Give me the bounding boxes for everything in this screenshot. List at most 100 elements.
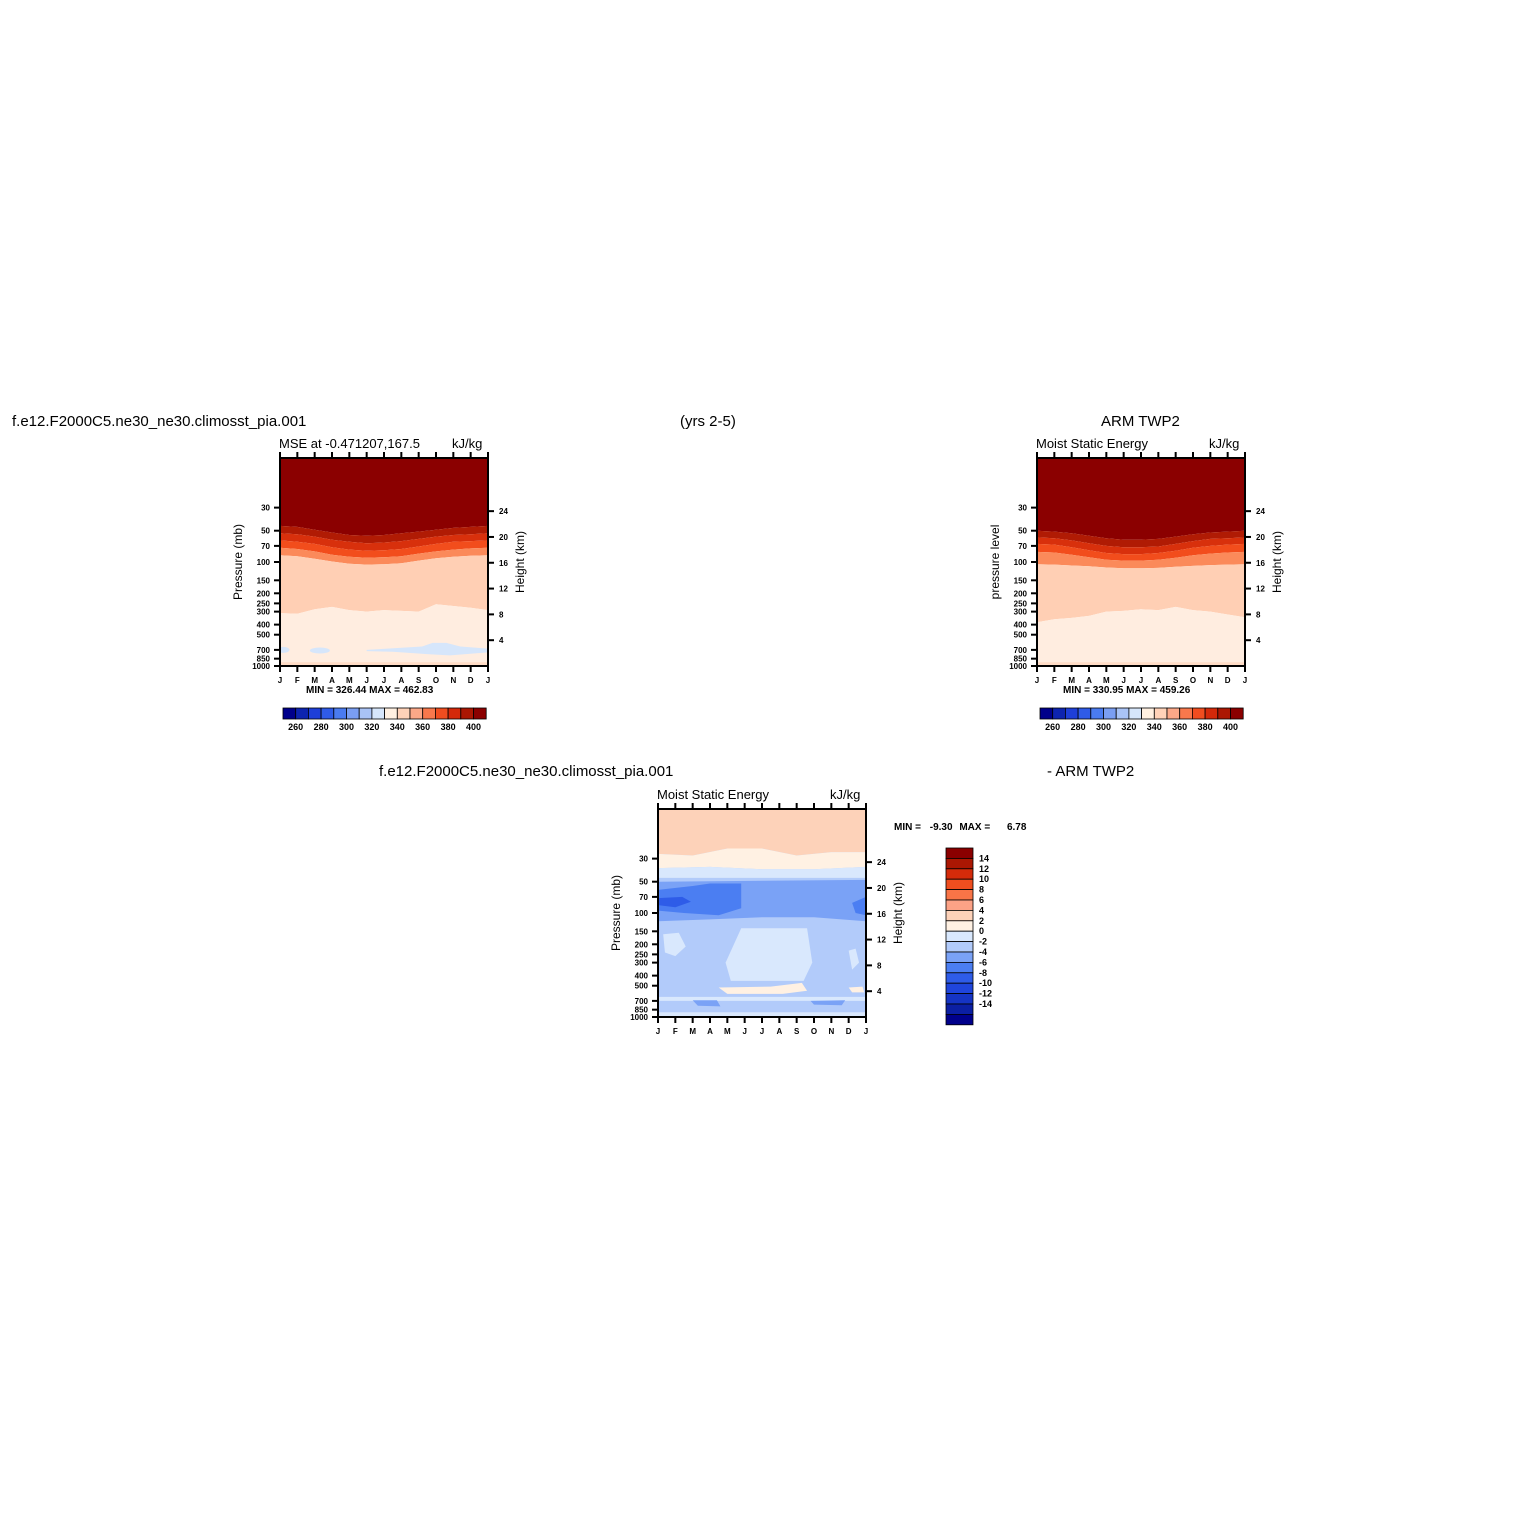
model-month-label: A: [398, 676, 404, 685]
model-band-low: [280, 646, 290, 653]
model-y-axis-label: Pressure (mb): [231, 524, 245, 600]
diff-colorbar-label: 10: [979, 874, 989, 884]
obs-colorbar-label: 360: [1172, 722, 1187, 732]
diff-colorbar-label: -12: [979, 989, 992, 999]
diff-month-label: J: [864, 1027, 868, 1036]
diff-pressure-tick-label: 850: [635, 1006, 649, 1015]
diff-band: [725, 928, 813, 981]
diff-pressure-tick-label: 500: [635, 982, 649, 991]
model-month-label: J: [364, 676, 368, 685]
obs-month-label: J: [1121, 676, 1125, 685]
model-month-label: M: [346, 676, 353, 685]
diff-band: [848, 986, 865, 993]
diff-band: [692, 1000, 721, 1007]
model-band-low: [366, 642, 488, 656]
model-colorbar-swatch: [333, 707, 347, 720]
obs-band: [1037, 606, 1245, 666]
obs-pressure-tick-label: 1000: [1009, 662, 1027, 671]
model-colorbar-label: 260: [288, 722, 303, 732]
diff-height-tick-label: 12: [877, 936, 886, 945]
diff-colorbar-swatch: [945, 1003, 974, 1015]
diff-min-value: -9.30: [929, 822, 953, 833]
diff-min-label: MIN =: [894, 822, 921, 833]
diff-colorbar-swatch: [945, 982, 974, 995]
diff-colorbar-swatch: [945, 993, 974, 1005]
obs-panel-units: kJ/kg: [1209, 436, 1240, 451]
obs-colorbar: 260 280 300 320 340 360 380 400: [1039, 707, 1244, 732]
diff-colorbar-swatch: [945, 951, 974, 963]
model-month-label: N: [450, 676, 456, 685]
diff-pressure-tick-label: 1000: [630, 1013, 648, 1022]
diff-colorbar-swatch: [945, 858, 974, 870]
diff-colorbar-label: -4: [979, 947, 987, 957]
diff-colorbar-label: -10: [979, 978, 992, 988]
diff-band: [810, 1000, 846, 1006]
model-band: [280, 540, 488, 558]
model-height-tick-label: 20: [499, 533, 508, 542]
model-band-low: [309, 647, 330, 654]
obs-month-label: D: [1225, 676, 1231, 685]
model-colorbar-swatch: [371, 707, 385, 720]
model-colorbar-label: 340: [390, 722, 405, 732]
model-colorbar-swatch: [422, 707, 436, 720]
diff-figure-title-right: - ARM TWP2: [1047, 763, 1135, 780]
obs-pressure-tick-label: 70: [1018, 542, 1027, 551]
obs-band-surface: [1037, 662, 1245, 666]
obs-pressure-tick-label: 500: [1014, 631, 1028, 640]
diff-colorbar-swatch: [945, 847, 974, 859]
diff-panel-units: kJ/kg: [830, 787, 861, 802]
model-month-label: O: [433, 676, 439, 685]
obs-pressure-tick-label: 50: [1018, 527, 1027, 536]
obs-colorbar-label: 380: [1198, 722, 1213, 732]
obs-month-label: S: [1173, 676, 1179, 685]
obs-month-label: M: [1068, 676, 1075, 685]
left-figure-title: f.e12.F2000C5.ne30_ne30.climosst_pia.001: [12, 413, 307, 430]
diff-colorbar-label: 0: [979, 926, 984, 936]
diff-colorbar-label: 8: [979, 885, 984, 895]
model-colorbar-swatch: [320, 707, 335, 720]
model-y2-axis-label: Height (km): [513, 531, 527, 593]
diff-height-tick-label: 16: [877, 910, 886, 919]
obs-pressure-tick-label: 100: [1014, 558, 1028, 567]
model-pressure-tick-label: 850: [257, 655, 271, 664]
model-colorbar-label: 280: [314, 722, 329, 732]
model-colorbar-swatch: [307, 707, 322, 720]
obs-colorbar-swatch: [1204, 707, 1219, 720]
model-colorbar-swatch: [346, 707, 360, 720]
diff-y2-axis-label: Height (km): [891, 882, 905, 944]
model-colorbar-swatch: [434, 707, 449, 720]
diff-pressure-tick-label: 70: [639, 893, 648, 902]
model-pressure-tick-label: 500: [257, 631, 271, 640]
diff-band: [658, 848, 866, 870]
diff-band: [848, 948, 860, 970]
diff-height-tick-label: 24: [877, 858, 886, 867]
diff-band: [658, 809, 866, 1017]
obs-month-label: O: [1190, 676, 1196, 685]
model-contour-fill: [280, 458, 488, 666]
diff-colorbar-label: 14: [979, 853, 989, 863]
model-colorbar-swatch: [358, 707, 373, 720]
obs-height-tick-label: 20: [1256, 533, 1265, 542]
obs-colorbar-swatch: [1166, 707, 1181, 720]
model-min-max: MIN = 326.44 MAX = 462.83: [306, 685, 434, 696]
obs-band: [1037, 543, 1245, 561]
model-month-label: A: [329, 676, 335, 685]
diff-colorbar-label: 4: [979, 905, 984, 915]
model-pressure-tick-label: 30: [261, 504, 270, 513]
model-colorbar-label: 320: [364, 722, 379, 732]
obs-month-label: J: [1243, 676, 1247, 685]
model-panel-units: kJ/kg: [452, 436, 483, 451]
right-figure-title: ARM TWP2: [1101, 413, 1180, 430]
model-band: [280, 525, 488, 544]
obs-plot-frame: [1036, 457, 1246, 667]
model-colorbar-swatch: [396, 707, 411, 720]
diff-plot-frame: [657, 808, 867, 1018]
diff-colorbar-swatch: [945, 920, 974, 932]
diff-pressure-tick-label: 400: [635, 972, 649, 981]
diff-pressure-tick-label: 100: [635, 909, 649, 918]
model-colorbar-swatch: [295, 707, 309, 720]
obs-colorbar-label: 260: [1045, 722, 1060, 732]
